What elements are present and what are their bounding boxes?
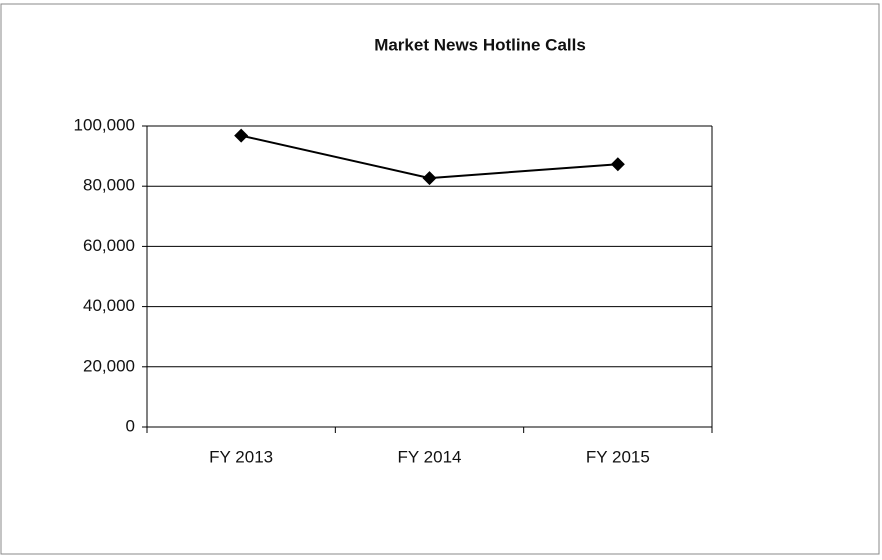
x-tick-label: FY 2013 bbox=[209, 447, 273, 466]
x-tick-label: FY 2014 bbox=[398, 447, 462, 466]
y-tick-label: 0 bbox=[126, 416, 135, 435]
marker bbox=[610, 157, 625, 172]
y-tick-label: 40,000 bbox=[83, 296, 135, 315]
y-tick-label: 20,000 bbox=[83, 356, 135, 375]
y-tick-label: 80,000 bbox=[83, 176, 135, 195]
marker bbox=[422, 171, 437, 186]
x-tick-label: FY 2015 bbox=[586, 447, 650, 466]
chart-frame bbox=[0, 3, 880, 555]
y-tick-label: 60,000 bbox=[83, 236, 135, 255]
y-tick-label: 100,000 bbox=[74, 115, 135, 134]
marker bbox=[234, 128, 249, 143]
chart-title: Market News Hotline Calls bbox=[374, 35, 586, 54]
